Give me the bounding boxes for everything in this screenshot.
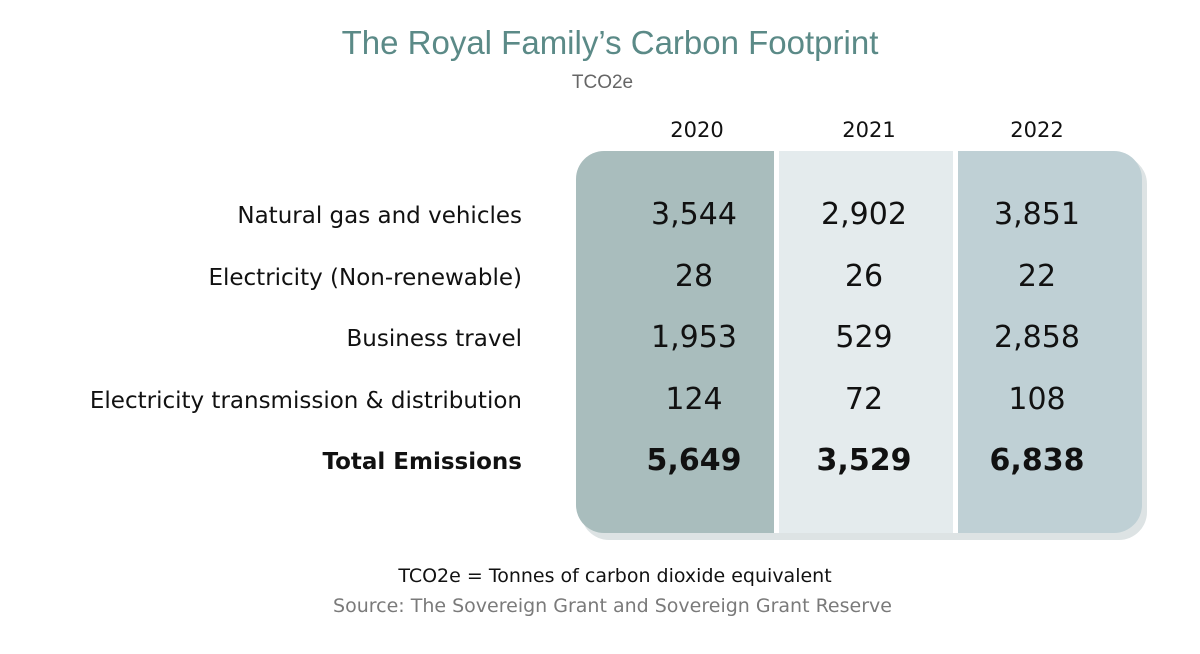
table-cell: 26 [844,259,884,294]
table-panel [576,151,1142,533]
table-cell: 1,953 [651,320,737,355]
table-cell: 124 [665,382,723,417]
column-bg-2022 [958,151,1142,533]
table-cell: 72 [844,382,884,417]
column-bg-2021 [779,151,953,533]
column-divider [774,151,779,533]
row-label-electricity: Electricity (Non-renewable) [208,265,522,291]
table-cell: 28 [674,259,714,294]
column-header-2022: 2022 [1010,118,1064,142]
table-cell: 22 [1017,259,1057,294]
table-cell: 529 [835,320,893,355]
row-label-total: Total Emissions [322,449,522,475]
table-cell-total: 3,529 [816,443,912,478]
source-note: Source: The Sovereign Grant and Sovereig… [333,595,892,617]
table-cell: 3,544 [651,197,737,232]
column-bg-2020 [576,151,774,533]
table-cell-total: 6,838 [989,443,1085,478]
row-label-business-travel: Business travel [346,326,522,352]
column-header-2020: 2020 [670,118,724,142]
table-cell: 108 [1008,382,1066,417]
chart-subtitle: TCO2e [571,72,634,93]
table-cell: 2,902 [821,197,907,232]
chart-title: The Royal Family’s Carbon Footprint [341,24,879,61]
column-header-2021: 2021 [842,118,896,142]
row-label-transmission: Electricity transmission & distribution [89,388,522,414]
column-divider [953,151,958,533]
row-label-natural-gas: Natural gas and vehicles [237,203,522,229]
footnote: TCO2e = Tonnes of carbon dioxide equival… [398,565,832,587]
table-cell-total: 5,649 [646,443,742,478]
table-cell: 2,858 [994,320,1080,355]
table-cell: 3,851 [994,197,1080,232]
